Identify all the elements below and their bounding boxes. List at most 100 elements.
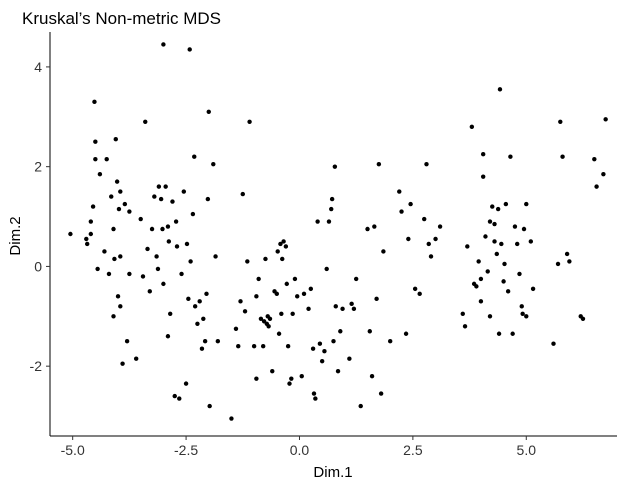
data-point [122, 201, 128, 207]
x-axis-ticks: -5.0 -2.5 0.0 2.5 5.0 [61, 436, 537, 458]
data-point [166, 239, 172, 244]
data-point [211, 161, 216, 167]
data-point [116, 206, 122, 212]
data-point [147, 289, 152, 294]
data-point [478, 299, 484, 304]
data-point [127, 209, 132, 214]
data-point [369, 373, 375, 379]
data-point [487, 314, 493, 319]
data-point [551, 341, 556, 346]
data-point [192, 304, 198, 309]
data-point [247, 119, 252, 124]
data-point [485, 269, 490, 274]
data-point [308, 286, 314, 292]
data-point [112, 256, 117, 262]
data-point [503, 201, 509, 207]
data-point [165, 334, 171, 339]
data-point [465, 244, 470, 249]
data-point [512, 224, 518, 229]
data-point [315, 219, 320, 224]
data-point [179, 271, 184, 277]
data-point [207, 403, 212, 409]
data-point [245, 259, 250, 264]
data-point [187, 47, 192, 52]
data-point [492, 221, 497, 227]
data-point [206, 109, 211, 115]
data-point [478, 276, 484, 282]
data-point [256, 276, 261, 282]
data-point [177, 396, 182, 401]
x-tick-label: -2.5 [174, 442, 198, 458]
data-point [426, 241, 431, 247]
data-point [254, 376, 259, 381]
data-point [93, 156, 98, 162]
data-point [278, 241, 283, 247]
data-point [326, 219, 332, 224]
data-point [204, 291, 209, 297]
data-point [284, 281, 289, 287]
data-point [158, 196, 164, 202]
data-point [353, 276, 359, 282]
data-point [338, 329, 343, 334]
x-tick-label: -5.0 [61, 442, 85, 458]
data-point [93, 139, 98, 144]
y-tick-label: -2 [30, 358, 43, 374]
data-point [118, 189, 123, 194]
data-point [462, 324, 468, 329]
y-tick-label: 4 [34, 59, 42, 75]
data-point [145, 246, 150, 252]
data-point [351, 306, 357, 312]
data-point [274, 291, 279, 297]
data-point [168, 311, 173, 317]
data-point [406, 236, 411, 242]
data-point [215, 339, 221, 344]
data-point [270, 368, 275, 374]
data-point [133, 356, 139, 361]
data-point [161, 42, 166, 47]
data-point [181, 189, 187, 194]
data-point [560, 154, 565, 159]
data-point [152, 194, 157, 199]
data-point [173, 219, 179, 224]
data-point [422, 216, 427, 222]
data-point [287, 381, 292, 386]
data-point [567, 259, 572, 264]
data-point [84, 241, 90, 247]
data-point [263, 256, 268, 262]
data-point [143, 119, 148, 124]
data-point [378, 391, 384, 396]
chart-title: Kruskal’s Non-metric MDS [22, 9, 221, 28]
data-point [558, 119, 563, 124]
data-point [520, 311, 525, 317]
data-point [329, 206, 334, 212]
data-point [190, 211, 196, 217]
data-point [92, 99, 97, 105]
data-point [335, 368, 341, 374]
data-point [240, 191, 245, 197]
data-point [186, 296, 191, 302]
data-point [281, 239, 286, 244]
data-point [251, 344, 257, 349]
data-point [417, 291, 422, 297]
data-point [515, 241, 520, 247]
x-tick-label: 5.0 [517, 442, 537, 458]
y-tick-label: 2 [34, 159, 42, 175]
data-point [267, 316, 273, 321]
data-point [174, 244, 180, 249]
data-point [322, 349, 327, 354]
data-point [205, 196, 211, 202]
data-point [276, 331, 282, 336]
data-point [163, 184, 168, 189]
data-point [114, 179, 120, 184]
data-point [502, 261, 507, 267]
data-point [254, 294, 259, 299]
data-point [376, 161, 382, 167]
data-point [95, 266, 100, 272]
data-point [104, 156, 109, 162]
data-point [492, 239, 497, 244]
data-point [580, 316, 586, 321]
data-point [474, 284, 479, 289]
data-point [524, 314, 529, 319]
data-point [331, 339, 336, 344]
